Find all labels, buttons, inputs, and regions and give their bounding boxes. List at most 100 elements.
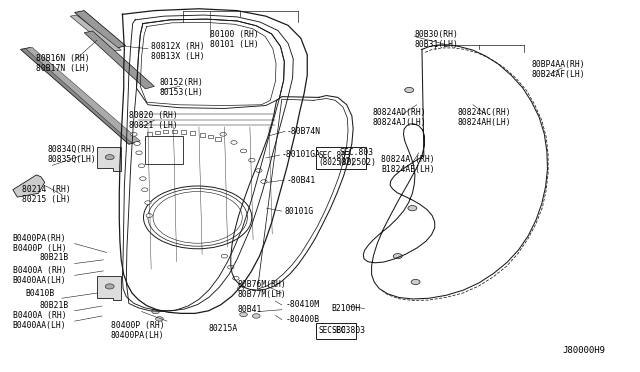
Bar bbox=[216, 137, 221, 141]
Text: SEC.803: SEC.803 bbox=[318, 151, 351, 160]
Text: -80B41: -80B41 bbox=[286, 176, 316, 185]
Text: 80824A (RH): 80824A (RH) bbox=[381, 155, 435, 164]
Circle shape bbox=[260, 180, 267, 183]
Polygon shape bbox=[70, 15, 121, 51]
Text: B0400A (RH): B0400A (RH) bbox=[13, 266, 67, 275]
Bar bbox=[172, 129, 177, 133]
Polygon shape bbox=[84, 31, 154, 89]
Text: 80B13X (LH): 80B13X (LH) bbox=[151, 52, 205, 61]
Circle shape bbox=[248, 158, 255, 162]
Text: 80812X (RH): 80812X (RH) bbox=[151, 42, 205, 51]
Bar bbox=[147, 132, 152, 136]
FancyBboxPatch shape bbox=[316, 323, 356, 339]
Circle shape bbox=[152, 310, 159, 314]
Circle shape bbox=[233, 276, 239, 280]
Text: -80B74N: -80B74N bbox=[287, 127, 321, 136]
Text: B0400AA(LH): B0400AA(LH) bbox=[13, 321, 67, 330]
Circle shape bbox=[240, 312, 247, 317]
Polygon shape bbox=[13, 175, 45, 197]
Text: SEC.803: SEC.803 bbox=[332, 326, 365, 335]
Polygon shape bbox=[97, 276, 121, 301]
Circle shape bbox=[141, 188, 148, 192]
Text: SEC.803: SEC.803 bbox=[339, 148, 373, 157]
Text: 80B24AF(LH): 80B24AF(LH) bbox=[532, 70, 585, 78]
Bar bbox=[190, 131, 195, 135]
FancyBboxPatch shape bbox=[316, 147, 366, 169]
Text: B2100H: B2100H bbox=[332, 304, 361, 313]
Bar bbox=[200, 133, 205, 137]
Polygon shape bbox=[75, 11, 125, 48]
Circle shape bbox=[255, 169, 262, 172]
Circle shape bbox=[231, 141, 237, 144]
Text: B0410B: B0410B bbox=[26, 289, 55, 298]
Text: -80410M: -80410M bbox=[285, 300, 320, 310]
Text: 80BP4AA(RH): 80BP4AA(RH) bbox=[532, 60, 585, 69]
Text: 80824AC(RH): 80824AC(RH) bbox=[458, 108, 511, 118]
Bar bbox=[163, 129, 168, 133]
Text: J80000H9: J80000H9 bbox=[562, 346, 605, 355]
Circle shape bbox=[140, 177, 146, 180]
Text: 80B31(LH): 80B31(LH) bbox=[414, 40, 458, 49]
Text: 80B76M(RH): 80B76M(RH) bbox=[237, 280, 286, 289]
Circle shape bbox=[411, 279, 420, 285]
Text: 80400PA(LH): 80400PA(LH) bbox=[111, 331, 164, 340]
Circle shape bbox=[156, 317, 163, 321]
Text: B0400P (LH): B0400P (LH) bbox=[13, 244, 67, 253]
Text: 80B30(RH): 80B30(RH) bbox=[414, 30, 458, 39]
Circle shape bbox=[252, 314, 260, 318]
Circle shape bbox=[394, 254, 402, 259]
Circle shape bbox=[136, 151, 142, 155]
Text: 80152(RH): 80152(RH) bbox=[159, 78, 204, 87]
Text: 80834Q(RH): 80834Q(RH) bbox=[47, 145, 96, 154]
Text: 80824AH(LH): 80824AH(LH) bbox=[458, 118, 511, 127]
Text: 80B77M(LH): 80B77M(LH) bbox=[237, 291, 286, 299]
Text: 80B17N (LH): 80B17N (LH) bbox=[36, 64, 90, 73]
Circle shape bbox=[105, 155, 114, 160]
Circle shape bbox=[241, 149, 246, 153]
Text: 80400P (RH): 80400P (RH) bbox=[111, 321, 164, 330]
Text: -80400B: -80400B bbox=[285, 315, 320, 324]
Text: (802502): (802502) bbox=[338, 157, 377, 167]
Circle shape bbox=[138, 164, 145, 167]
Text: B0400A (RH): B0400A (RH) bbox=[13, 311, 67, 320]
Polygon shape bbox=[26, 47, 140, 143]
Bar bbox=[145, 136, 183, 164]
Circle shape bbox=[134, 142, 140, 145]
Text: B1824AE(LH): B1824AE(LH) bbox=[381, 165, 435, 174]
Circle shape bbox=[146, 214, 152, 217]
Text: 80215 (LH): 80215 (LH) bbox=[22, 195, 70, 204]
Text: B0400PA(RH): B0400PA(RH) bbox=[13, 234, 67, 243]
Circle shape bbox=[131, 132, 137, 136]
Text: 80101 (LH): 80101 (LH) bbox=[211, 40, 259, 49]
Bar bbox=[155, 131, 160, 134]
Text: 80835Q(LH): 80835Q(LH) bbox=[47, 155, 96, 164]
Text: 80B21B: 80B21B bbox=[40, 301, 69, 311]
Text: 80820 (RH): 80820 (RH) bbox=[129, 111, 177, 121]
Text: 80153(LH): 80153(LH) bbox=[159, 88, 204, 97]
Text: 80214 (RH): 80214 (RH) bbox=[22, 185, 70, 194]
Polygon shape bbox=[97, 147, 121, 171]
Text: B0400AA(LH): B0400AA(LH) bbox=[13, 276, 67, 285]
Text: 80101G: 80101G bbox=[284, 206, 314, 216]
Circle shape bbox=[105, 284, 114, 289]
Text: 80215A: 80215A bbox=[209, 324, 237, 333]
Text: 80824AJ(LH): 80824AJ(LH) bbox=[372, 118, 426, 127]
Circle shape bbox=[145, 201, 151, 205]
Circle shape bbox=[221, 254, 228, 258]
Bar bbox=[208, 135, 213, 138]
Text: 80100 (RH): 80100 (RH) bbox=[211, 30, 259, 39]
Text: 80B21B: 80B21B bbox=[40, 253, 69, 263]
Text: 80821 (LH): 80821 (LH) bbox=[129, 121, 177, 130]
Text: -80101GA: -80101GA bbox=[282, 151, 321, 160]
Text: SEC.803: SEC.803 bbox=[318, 326, 351, 335]
Circle shape bbox=[220, 132, 227, 136]
Text: 80B16N (RH): 80B16N (RH) bbox=[36, 54, 90, 63]
Text: 80824AD(RH): 80824AD(RH) bbox=[372, 108, 426, 118]
Circle shape bbox=[408, 206, 417, 211]
Circle shape bbox=[404, 87, 413, 93]
Circle shape bbox=[237, 287, 244, 291]
Bar bbox=[181, 130, 186, 134]
Polygon shape bbox=[20, 48, 138, 144]
Circle shape bbox=[228, 265, 234, 269]
Text: 80B41: 80B41 bbox=[237, 305, 262, 314]
